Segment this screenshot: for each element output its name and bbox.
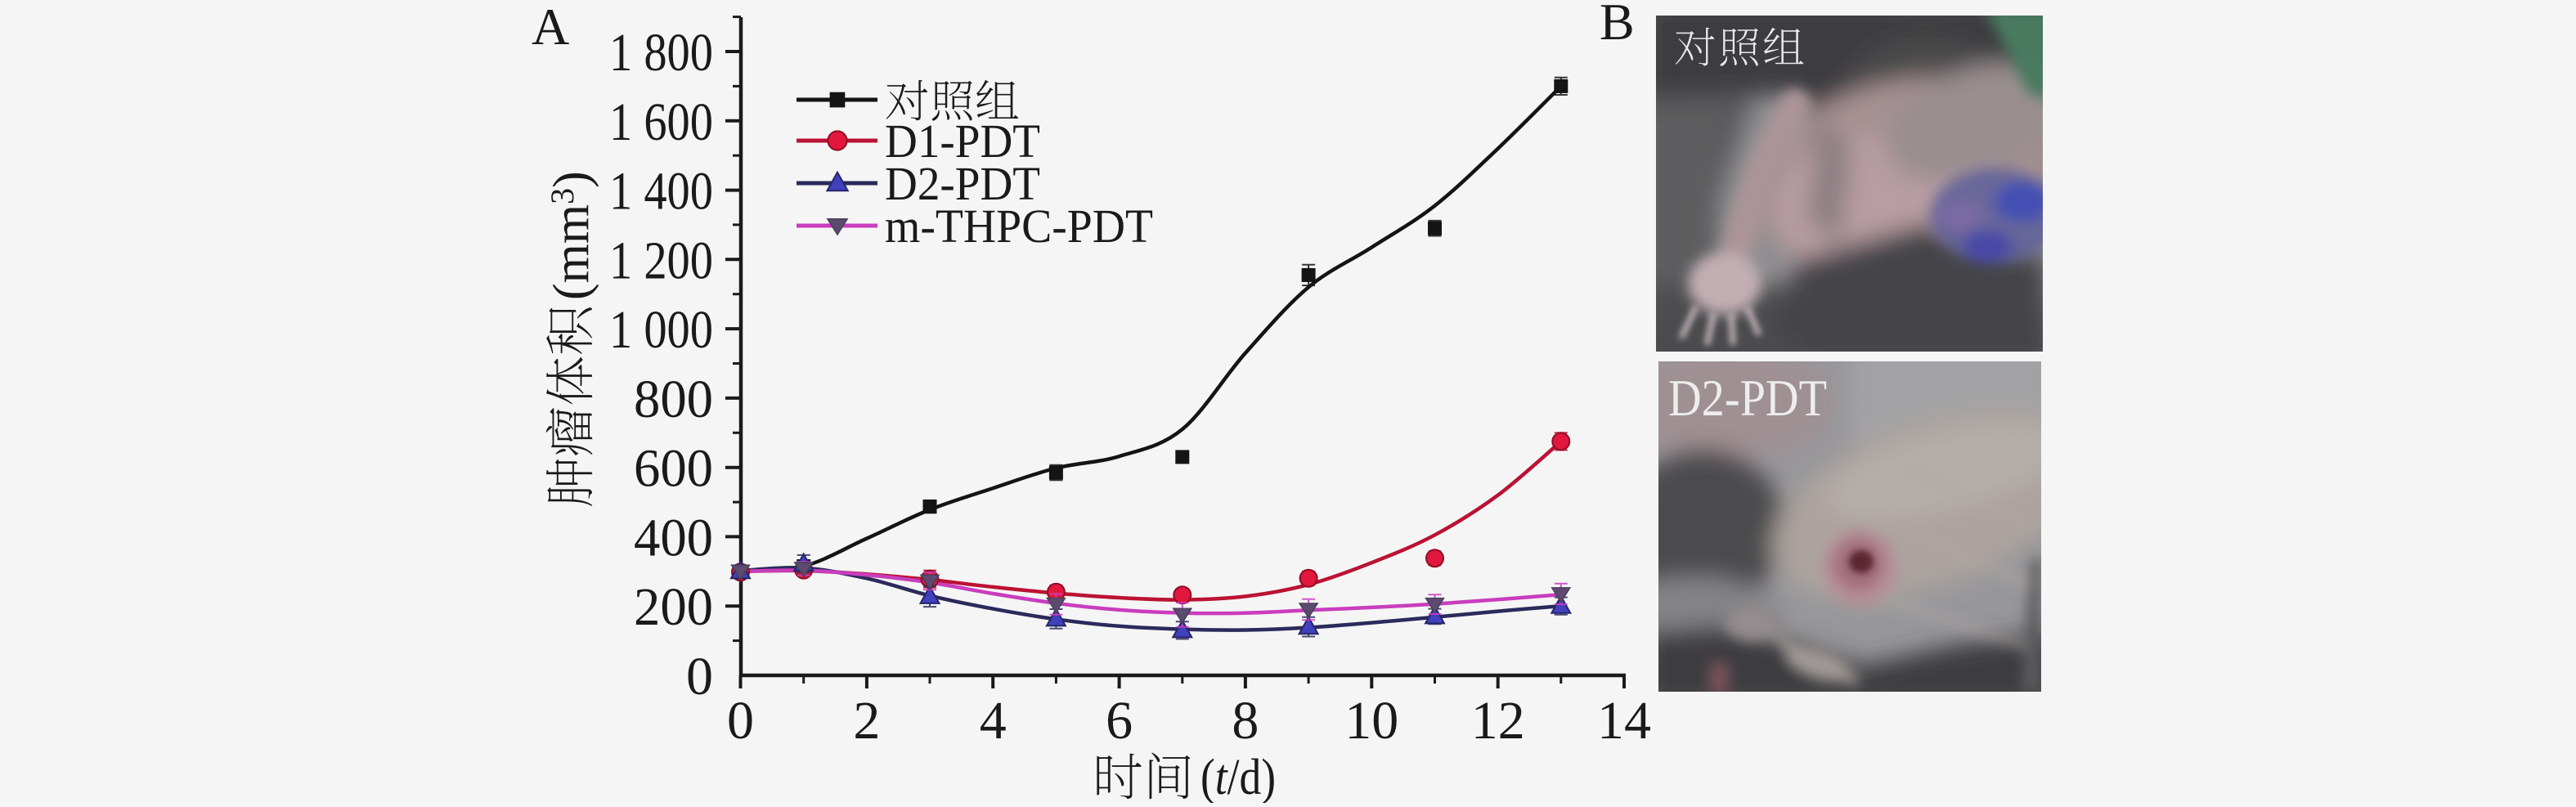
svg-text:1 400: 1 400 xyxy=(609,162,713,222)
svg-text:(t/d): (t/d) xyxy=(1200,750,1276,803)
svg-text:4: 4 xyxy=(980,691,1007,751)
svg-text:10: 10 xyxy=(1344,691,1398,751)
svg-text:1 000: 1 000 xyxy=(609,300,713,360)
svg-text:1 600: 1 600 xyxy=(609,92,713,152)
svg-text:D2-PDT: D2-PDT xyxy=(885,157,1040,210)
svg-text:1 200: 1 200 xyxy=(609,231,713,290)
svg-text:2: 2 xyxy=(853,691,880,751)
svg-text:0: 0 xyxy=(727,691,754,751)
svg-text:D1-PDT: D1-PDT xyxy=(885,114,1040,168)
svg-text:B: B xyxy=(1600,0,1635,51)
svg-text:8: 8 xyxy=(1232,691,1259,751)
svg-text:m-THPC-PDT: m-THPC-PDT xyxy=(885,200,1153,253)
svg-text:1 800: 1 800 xyxy=(609,23,713,83)
svg-text:12: 12 xyxy=(1471,691,1525,751)
svg-text:14: 14 xyxy=(1597,691,1651,751)
svg-text:800: 800 xyxy=(634,370,713,429)
svg-text:600: 600 xyxy=(634,439,713,499)
svg-text:0: 0 xyxy=(686,647,713,706)
svg-text:400: 400 xyxy=(634,508,713,567)
svg-text:6: 6 xyxy=(1106,691,1133,751)
svg-text:D2-PDT: D2-PDT xyxy=(1668,369,1827,427)
svg-text:A: A xyxy=(532,0,569,56)
svg-text:200: 200 xyxy=(634,577,713,637)
